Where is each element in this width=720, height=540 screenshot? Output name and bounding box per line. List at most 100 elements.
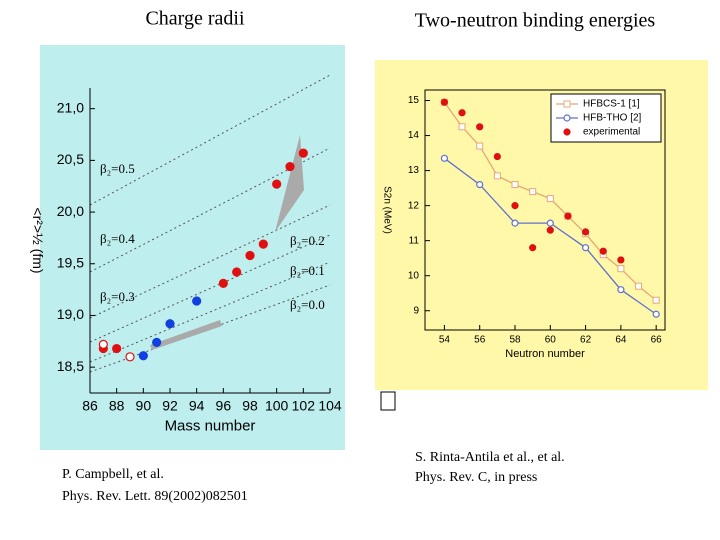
annotation: β₂=0.4 xyxy=(100,231,135,246)
y-tick-label: 18,5 xyxy=(57,358,84,374)
x-tick-label: 98 xyxy=(242,398,258,414)
y-tick-label: 15 xyxy=(408,95,420,106)
annotation: β₂=0.5 xyxy=(100,161,135,176)
data-point xyxy=(165,319,175,329)
legend-marker xyxy=(563,100,571,108)
data-point xyxy=(652,296,660,304)
x-tick-label: 90 xyxy=(136,398,152,414)
x-tick-label: 60 xyxy=(545,335,557,346)
data-point xyxy=(272,179,282,189)
x-tick-label: 92 xyxy=(162,398,178,414)
x-tick-label: 94 xyxy=(189,398,205,414)
data-point xyxy=(617,265,625,273)
data-point xyxy=(581,228,590,236)
data-point xyxy=(493,172,501,180)
data-point xyxy=(617,256,625,264)
x-axis-label: Neutron number xyxy=(505,348,585,360)
annotation: β₂=0.3 xyxy=(100,289,135,304)
caption: Phys. Rev. Lett. 89(2002)082501 xyxy=(62,489,248,504)
x-tick-label: 102 xyxy=(292,398,316,414)
y-tick-label: 14 xyxy=(408,130,420,141)
left-panel xyxy=(40,45,345,450)
data-point xyxy=(440,154,449,162)
caption: Phys. Rev. C, in press xyxy=(415,470,537,485)
y-tick-label: 21,0 xyxy=(57,99,84,115)
guide-line xyxy=(89,234,331,343)
data-point xyxy=(493,152,501,161)
data-point xyxy=(476,123,484,131)
x-tick-label: 86 xyxy=(82,398,98,414)
y-tick-label: 20,0 xyxy=(57,203,84,219)
y-tick-label: 12 xyxy=(408,200,420,211)
data-point xyxy=(245,250,255,261)
data-point xyxy=(298,148,308,158)
y-axis-label: S2n (MeV) xyxy=(381,186,392,234)
legend-label: HFB-THO [2] xyxy=(583,113,642,124)
plot-frame xyxy=(424,89,666,331)
annotation: β₂=0.0 xyxy=(290,297,325,312)
data-point xyxy=(138,351,148,361)
x-tick-label: 54 xyxy=(439,335,451,346)
data-point xyxy=(511,181,519,189)
data-point xyxy=(546,195,554,203)
legend-label: experimental xyxy=(583,127,640,138)
x-tick-label: 100 xyxy=(265,398,289,414)
caption: P. Campbell, et al. xyxy=(62,467,164,482)
x-tick-label: 104 xyxy=(318,398,342,414)
data-point xyxy=(617,286,625,294)
data-point xyxy=(112,343,122,354)
annotation: β₂=0.1 xyxy=(290,263,325,278)
caption: S. Rinta-Antila et al., et al. xyxy=(415,450,565,465)
y-tick-label: 19,5 xyxy=(57,254,84,270)
data-point xyxy=(192,296,202,306)
data-point xyxy=(635,282,643,290)
legend-marker xyxy=(563,114,571,122)
data-point xyxy=(152,337,162,347)
x-tick-label: 66 xyxy=(651,335,663,346)
chart-title: Two-neutron binding energies xyxy=(415,10,656,32)
guide-line xyxy=(89,74,331,206)
x-tick-label: 62 xyxy=(580,335,592,346)
data-point xyxy=(511,202,519,210)
y-tick-label: 10 xyxy=(408,270,420,281)
data-point xyxy=(529,244,537,252)
annotation: β₂=0.2 xyxy=(290,233,325,248)
guide-line xyxy=(89,261,331,363)
data-point xyxy=(546,219,554,227)
y-tick-label: 11 xyxy=(409,235,420,246)
y-tick-label: 13 xyxy=(408,165,420,176)
data-point xyxy=(476,180,484,189)
data-point xyxy=(581,244,590,252)
x-tick-label: 58 xyxy=(509,335,521,346)
theory-band xyxy=(275,135,304,232)
y-tick-label: 9 xyxy=(413,305,419,316)
data-point xyxy=(232,267,242,277)
legend-marker xyxy=(563,128,571,136)
data-point xyxy=(440,98,449,106)
data-point xyxy=(529,188,537,196)
chart-title: Charge radii xyxy=(145,8,244,30)
placeholder-box xyxy=(380,391,396,411)
data-point xyxy=(476,142,484,150)
x-tick-label: 64 xyxy=(615,335,627,346)
y-tick-label: 19,0 xyxy=(57,306,84,322)
data-point xyxy=(218,278,228,289)
data-point xyxy=(98,339,108,350)
data-point xyxy=(258,239,268,249)
data-point xyxy=(652,310,660,318)
data-point xyxy=(458,109,466,117)
y-tick-label: 20,5 xyxy=(57,151,84,167)
data-point xyxy=(458,123,466,131)
y-axis-label: <r²>½ (fm) xyxy=(30,207,46,273)
guide-line xyxy=(89,204,331,319)
x-axis-label: Mass number xyxy=(165,418,256,435)
data-point xyxy=(125,352,135,362)
data-point xyxy=(599,247,607,255)
data-point xyxy=(546,226,554,234)
x-tick-label: 56 xyxy=(474,335,486,346)
data-point xyxy=(511,219,519,227)
legend-label: HFBCS-1 [1] xyxy=(583,99,640,110)
data-point xyxy=(285,161,295,172)
data-point xyxy=(564,212,572,220)
